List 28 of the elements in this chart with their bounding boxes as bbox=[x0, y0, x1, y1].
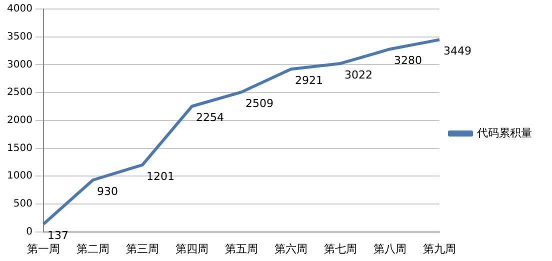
data-label: 2509 bbox=[245, 96, 274, 110]
y-tick-label: 0 bbox=[26, 226, 32, 238]
x-tick-label: 第五周 bbox=[224, 242, 258, 256]
x-tick-label: 第一周 bbox=[26, 242, 60, 256]
x-tick-label: 第七周 bbox=[324, 242, 357, 256]
data-label: 3449 bbox=[444, 44, 472, 58]
x-tick-label: 第九周 bbox=[423, 242, 456, 256]
data-label: 3280 bbox=[394, 54, 422, 67]
data-label: 2921 bbox=[294, 74, 323, 87]
y-tick-label: 3500 bbox=[6, 31, 32, 42]
y-tick-label: 2000 bbox=[6, 114, 32, 126]
data-label: 137 bbox=[47, 229, 68, 242]
x-tick-label: 第二周 bbox=[76, 242, 110, 256]
y-tick-label: 1500 bbox=[6, 142, 32, 154]
y-tick-label: 4000 bbox=[6, 4, 32, 15]
data-label: 930 bbox=[96, 184, 118, 198]
x-tick-label: 第六周 bbox=[274, 242, 308, 256]
data-label: 1201 bbox=[146, 170, 174, 183]
y-tick-label: 2500 bbox=[6, 87, 32, 98]
legend-label: 代码累积量 bbox=[476, 126, 532, 140]
x-tick-label: 第三周 bbox=[126, 242, 159, 256]
data-label: 2254 bbox=[196, 111, 224, 124]
y-tick-label: 3000 bbox=[6, 59, 32, 70]
y-tick-label: 1000 bbox=[6, 170, 32, 182]
y-tick-label: 500 bbox=[13, 198, 32, 210]
data-label: 3022 bbox=[344, 68, 372, 82]
x-tick-label: 第八周 bbox=[373, 242, 406, 256]
x-tick-label: 第四周 bbox=[175, 242, 208, 256]
